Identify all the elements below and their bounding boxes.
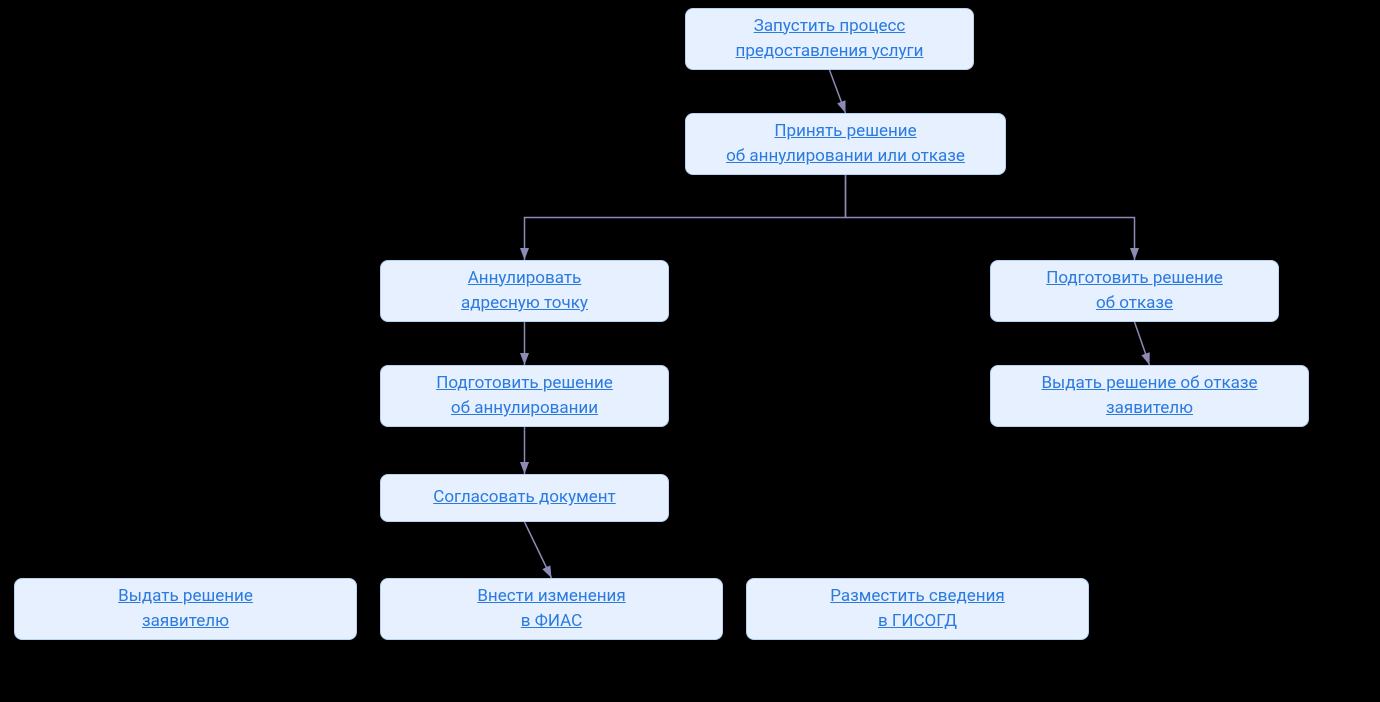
flowchart-node-link-n7[interactable]: Согласовать документ — [433, 485, 615, 511]
flowchart-node-n10: Разместить сведенияв ГИСОГД — [746, 578, 1089, 640]
flowchart-node-link-n3[interactable]: Аннулироватьадресную точку — [461, 266, 588, 317]
edge-n2-n3 — [525, 175, 846, 260]
flowchart-node-link-n9[interactable]: Внести измененияв ФИАС — [477, 584, 625, 635]
flowchart-node-n3: Аннулироватьадресную точку — [380, 260, 669, 322]
flowchart-node-link-n1[interactable]: Запустить процесспредоставления услуги — [736, 14, 924, 65]
flowchart-node-n6: Выдать решение об отказезаявителю — [990, 365, 1309, 427]
flowchart-node-n5: Подготовить решениеоб аннулировании — [380, 365, 669, 427]
edge-n4-n6 — [1135, 322, 1150, 365]
edge-n7-n9 — [525, 522, 552, 578]
flowchart-node-n1: Запустить процесспредоставления услуги — [685, 8, 974, 70]
flowchart-node-link-n5[interactable]: Подготовить решениеоб аннулировании — [436, 371, 613, 422]
flowchart-node-link-n2[interactable]: Принять решениеоб аннулировании или отка… — [726, 119, 965, 170]
flowchart-node-n9: Внести измененияв ФИАС — [380, 578, 723, 640]
flowchart-node-link-n10[interactable]: Разместить сведенияв ГИСОГД — [830, 584, 1005, 635]
flowchart-node-n2: Принять решениеоб аннулировании или отка… — [685, 113, 1006, 175]
flowchart-node-link-n6[interactable]: Выдать решение об отказезаявителю — [1041, 371, 1257, 422]
flowchart-node-link-n4[interactable]: Подготовить решениеоб отказе — [1046, 266, 1223, 317]
edge-n2-n4 — [846, 175, 1135, 260]
flowchart-node-n7: Согласовать документ — [380, 474, 669, 522]
edge-n1-n2 — [830, 70, 846, 113]
flowchart-node-link-n8[interactable]: Выдать решениезаявителю — [118, 584, 253, 635]
flowchart-node-n4: Подготовить решениеоб отказе — [990, 260, 1279, 322]
flowchart-node-n8: Выдать решениезаявителю — [14, 578, 357, 640]
